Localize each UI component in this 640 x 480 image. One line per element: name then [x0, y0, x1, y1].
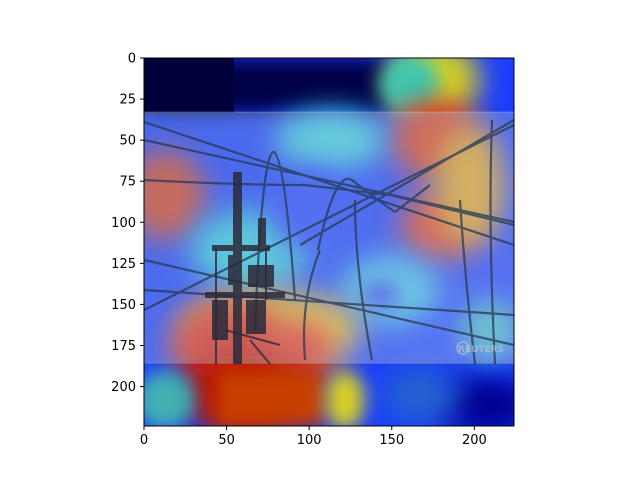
- x-tick-label: 150: [379, 433, 404, 448]
- plot-area: REUTERS: [144, 58, 514, 426]
- photo-band: REUTERS: [144, 111, 514, 365]
- watermark: REUTERS: [458, 345, 504, 355]
- power-lines: [144, 119, 514, 365]
- x-tick-label: 50: [218, 433, 235, 448]
- x-tick-label: 100: [297, 433, 322, 448]
- x-tick-label: 200: [462, 433, 487, 448]
- y-axis: 0 25 50 75 100 125 150 175 200: [111, 52, 144, 395]
- y-tick-label: 175: [111, 339, 136, 354]
- y-tick-label: 25: [119, 93, 136, 108]
- x-axis: 0 50 100 150 200: [140, 426, 487, 448]
- y-tick-label: 100: [111, 216, 136, 231]
- utility-pole: [205, 172, 285, 364]
- y-tick-label: 75: [119, 175, 136, 190]
- y-tick-label: 50: [119, 134, 136, 149]
- y-tick-label: 125: [111, 257, 136, 272]
- x-tick-label: 0: [140, 433, 148, 448]
- y-tick-label: 0: [128, 52, 136, 67]
- y-tick-label: 200: [111, 380, 136, 395]
- axes-frame: [143, 57, 515, 427]
- y-tick-label: 150: [111, 298, 136, 313]
